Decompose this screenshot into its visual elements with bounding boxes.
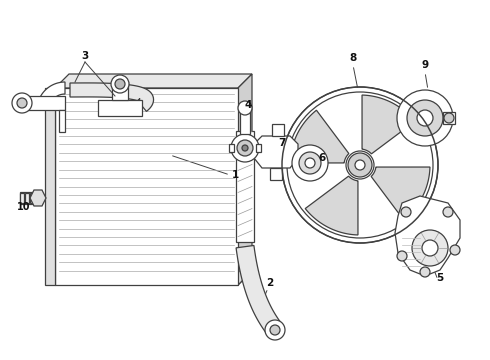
Circle shape bbox=[17, 98, 27, 108]
Bar bbox=[256, 144, 261, 152]
Circle shape bbox=[417, 110, 433, 126]
Circle shape bbox=[238, 101, 252, 115]
Circle shape bbox=[305, 158, 315, 168]
Circle shape bbox=[444, 113, 454, 123]
Bar bbox=[20, 192, 42, 204]
Circle shape bbox=[397, 251, 407, 261]
Bar bbox=[20, 193, 24, 203]
Bar bbox=[112, 82, 128, 100]
Bar bbox=[443, 112, 455, 124]
Polygon shape bbox=[305, 176, 358, 235]
Circle shape bbox=[443, 207, 453, 217]
Circle shape bbox=[355, 160, 365, 170]
Polygon shape bbox=[236, 246, 282, 335]
Circle shape bbox=[12, 93, 32, 113]
Circle shape bbox=[282, 87, 438, 243]
Text: 7: 7 bbox=[278, 138, 286, 148]
Text: 1: 1 bbox=[231, 170, 239, 180]
Bar bbox=[30, 193, 34, 203]
Circle shape bbox=[420, 267, 430, 277]
Text: 2: 2 bbox=[267, 278, 273, 288]
Polygon shape bbox=[55, 74, 252, 88]
Bar bbox=[22, 96, 65, 110]
Polygon shape bbox=[270, 168, 282, 180]
Text: 3: 3 bbox=[81, 51, 89, 61]
Circle shape bbox=[242, 145, 248, 151]
Circle shape bbox=[450, 245, 460, 255]
Circle shape bbox=[231, 134, 259, 162]
Bar bbox=[25, 193, 29, 203]
Polygon shape bbox=[30, 190, 46, 206]
Text: 10: 10 bbox=[17, 202, 31, 212]
Bar bbox=[55, 88, 238, 285]
Bar bbox=[35, 193, 39, 203]
Text: 4: 4 bbox=[245, 100, 252, 110]
Polygon shape bbox=[55, 271, 252, 285]
Bar bbox=[45, 88, 55, 285]
Circle shape bbox=[111, 75, 129, 93]
Bar bbox=[236, 131, 254, 242]
Circle shape bbox=[401, 207, 411, 217]
Polygon shape bbox=[362, 95, 415, 154]
Bar bbox=[98, 100, 142, 116]
Polygon shape bbox=[395, 196, 460, 276]
Polygon shape bbox=[371, 167, 430, 220]
Circle shape bbox=[407, 100, 443, 136]
Circle shape bbox=[115, 79, 125, 89]
Polygon shape bbox=[70, 83, 153, 111]
Circle shape bbox=[265, 320, 285, 340]
Bar bbox=[240, 108, 250, 134]
Circle shape bbox=[397, 90, 453, 146]
Polygon shape bbox=[37, 82, 65, 110]
Circle shape bbox=[237, 140, 253, 156]
Polygon shape bbox=[238, 74, 252, 285]
Circle shape bbox=[287, 92, 433, 238]
Circle shape bbox=[422, 240, 438, 256]
Bar bbox=[59, 110, 65, 132]
Circle shape bbox=[270, 325, 280, 335]
Polygon shape bbox=[290, 110, 349, 163]
Circle shape bbox=[292, 145, 328, 181]
Circle shape bbox=[299, 152, 321, 174]
Polygon shape bbox=[254, 136, 298, 168]
Circle shape bbox=[346, 151, 374, 179]
Text: 5: 5 bbox=[437, 273, 443, 283]
Polygon shape bbox=[272, 124, 284, 136]
Text: 6: 6 bbox=[318, 153, 326, 163]
Bar bbox=[229, 144, 234, 152]
Text: 8: 8 bbox=[349, 53, 357, 63]
Circle shape bbox=[348, 153, 372, 177]
Circle shape bbox=[412, 230, 448, 266]
Text: 9: 9 bbox=[421, 60, 429, 70]
